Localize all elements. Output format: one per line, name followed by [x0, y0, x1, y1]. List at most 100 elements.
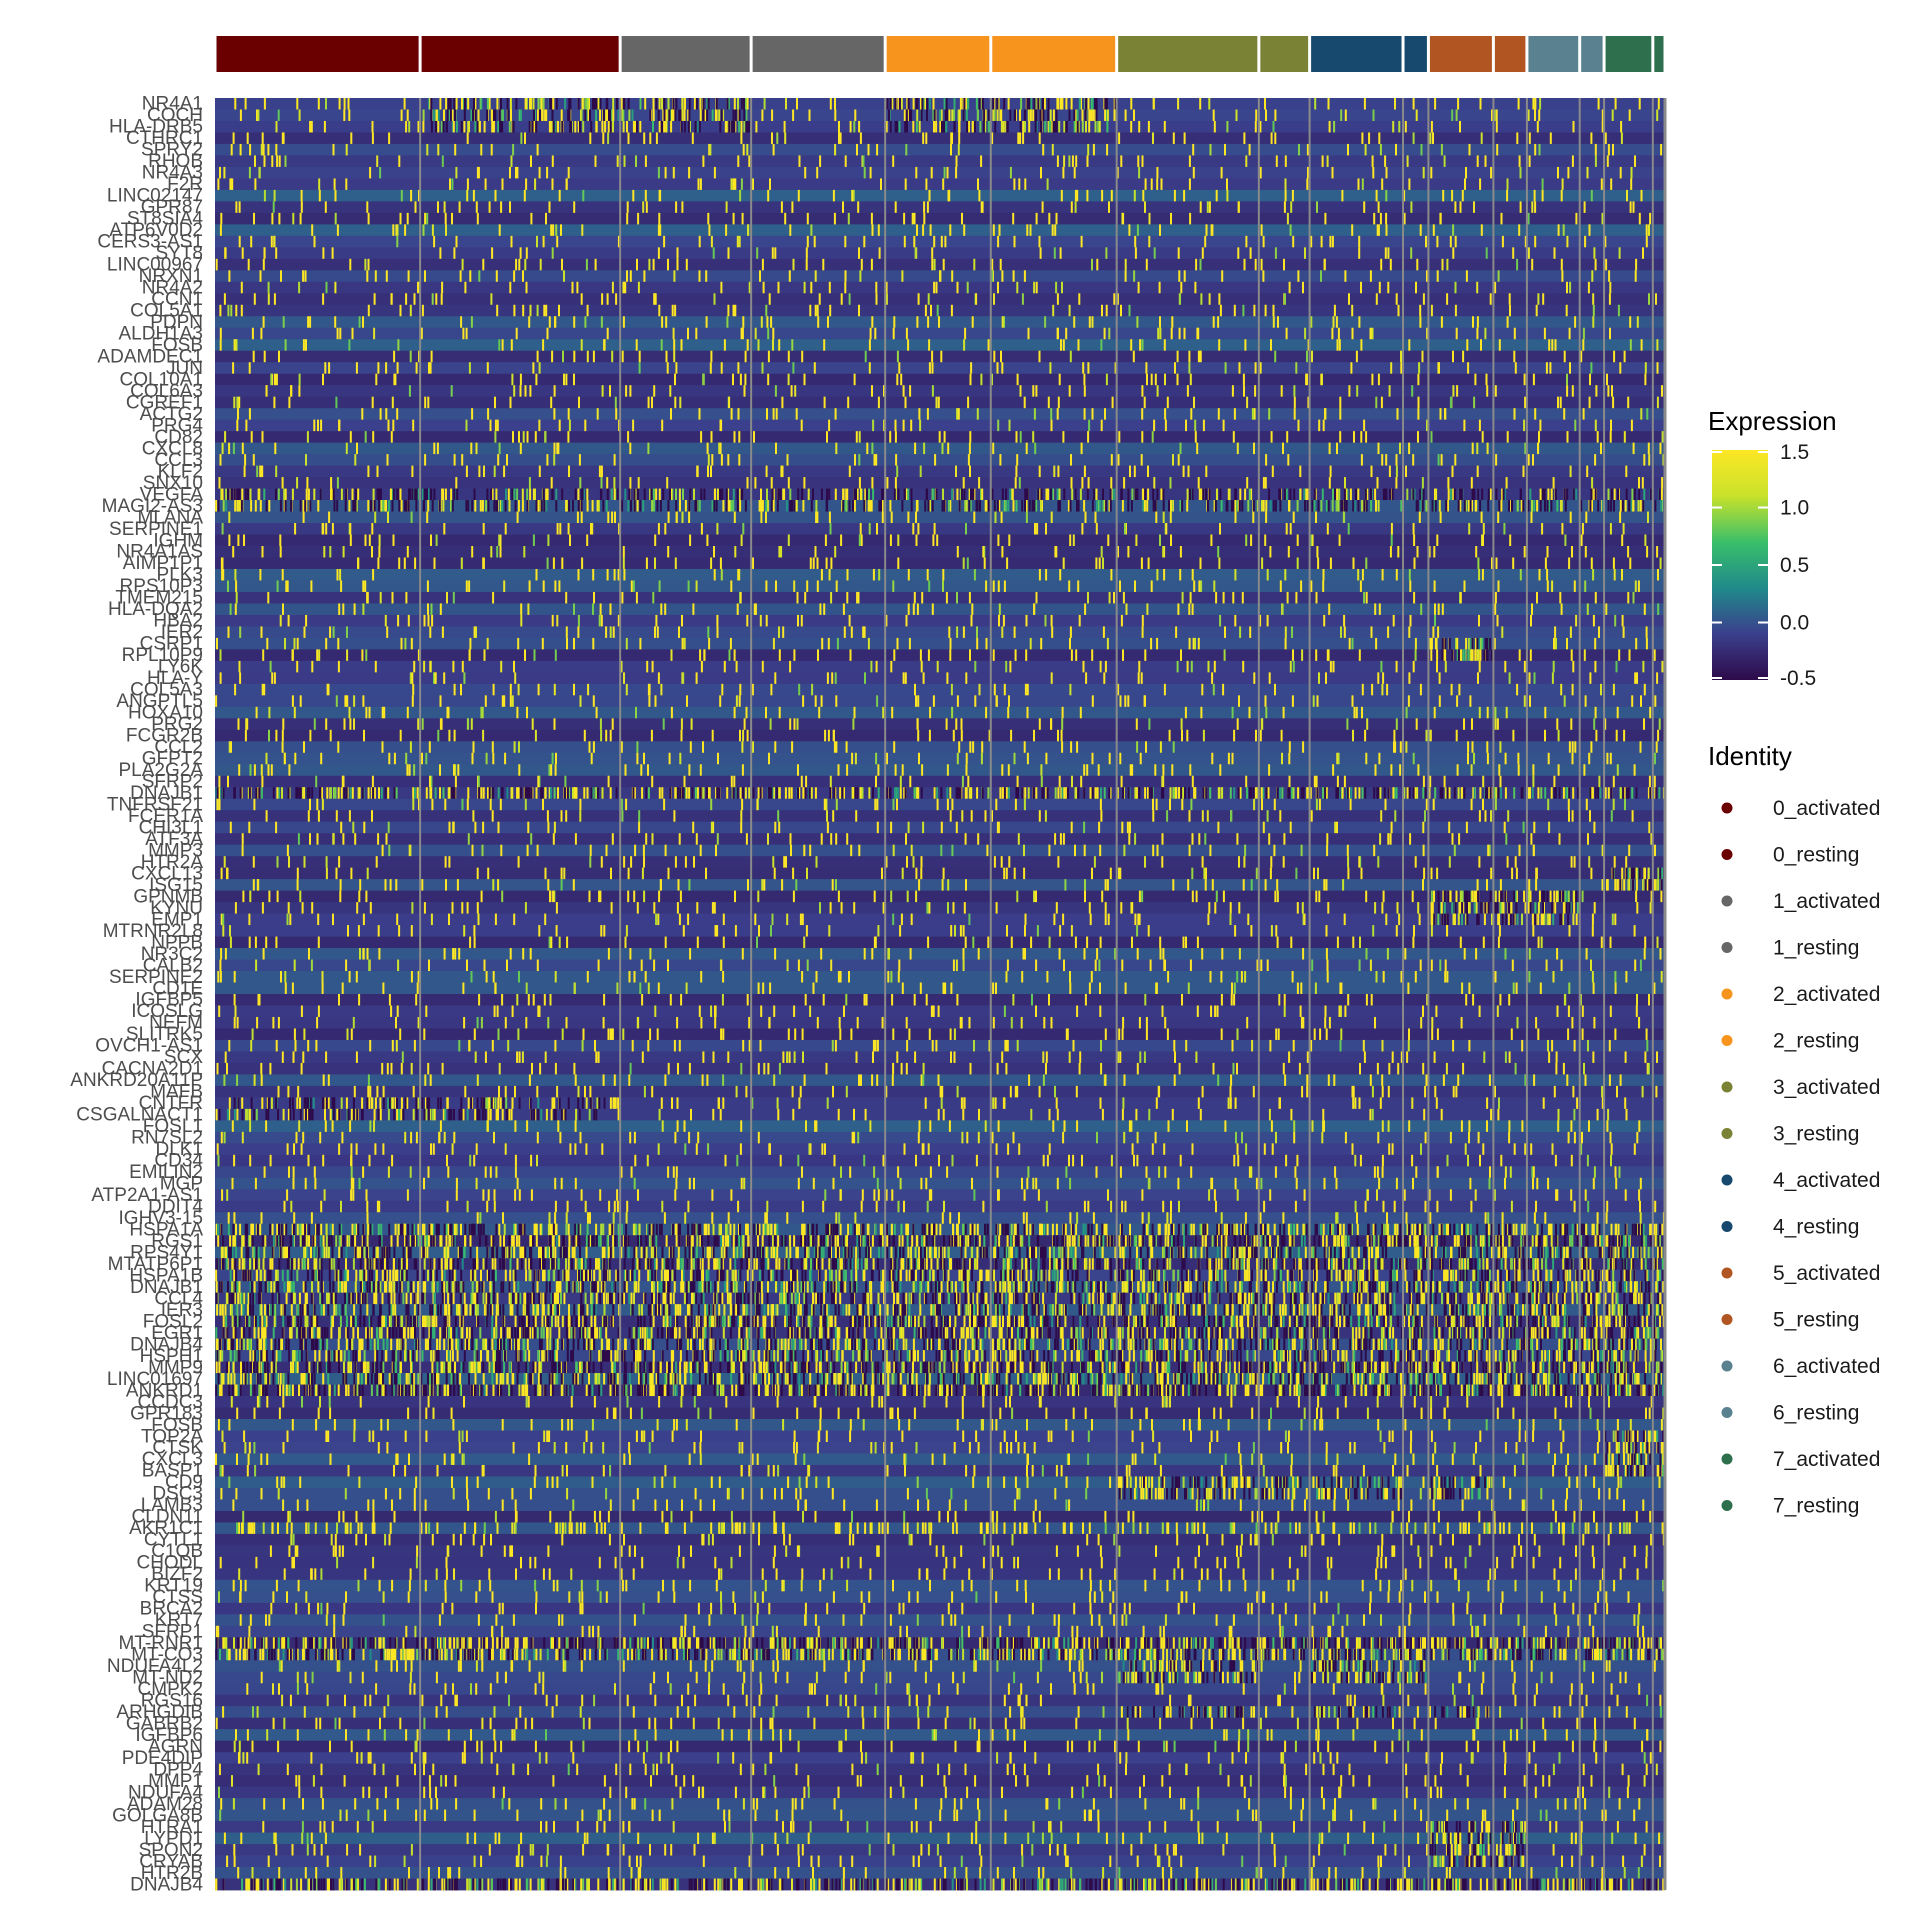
- legend-swatch: [1721, 1360, 1733, 1372]
- group-bar-7_activated: [1605, 36, 1652, 72]
- gene-label: LINC02147: [107, 186, 203, 207]
- identity-legend-item-7_activated: 7_activated: [1721, 1448, 1880, 1471]
- gene-label: FOSB: [151, 335, 203, 356]
- gene-label: CYTL1: [144, 1530, 203, 1551]
- heatmap-row-EMILIN2: [215, 1166, 1665, 1179]
- gene-label: NEFM: [149, 1013, 203, 1034]
- heatmap-row-HSPA1A: [215, 1223, 1665, 1236]
- heatmap-row-SLITRK5: [215, 1028, 1665, 1041]
- gene-label: HOXA10: [128, 703, 203, 724]
- gene-label: PLA2G2A: [119, 760, 204, 781]
- gene-label: RPS4Y1: [130, 1242, 203, 1263]
- heatmap-row-MLANA: [215, 511, 1665, 524]
- gene-label: CD82: [154, 427, 203, 448]
- gene-label: IER3: [161, 1300, 203, 1321]
- heatmap-row-ISG15: [215, 879, 1665, 892]
- gene-label: HLA-DRB5: [109, 117, 203, 138]
- heatmap-row-NR3C2: [215, 948, 1665, 960]
- gene-label: EMP1: [151, 909, 203, 930]
- gene-label: NR3C2: [141, 944, 203, 965]
- gene-label: FCER1A: [128, 806, 203, 827]
- heatmap-row-SERPINE2: [215, 971, 1665, 983]
- heatmap-row-ATP6V0D2: [215, 224, 1665, 237]
- gene-label: GFPT2: [142, 749, 203, 770]
- identity-legend-item-6_activated: 6_activated: [1721, 1355, 1880, 1378]
- identity-legend-item-3_activated: 3_activated: [1721, 1076, 1880, 1099]
- heatmap-row-BASP1: [215, 1464, 1665, 1477]
- heatmap-row-ANGPTL5: [215, 695, 1665, 708]
- heatmap-row-CRYAB: [215, 1855, 1665, 1868]
- gene-label: SNX10: [143, 473, 203, 494]
- heatmap-row-AGRN: [215, 1740, 1665, 1753]
- heatmap-row-CSGALNACT1: [215, 1108, 1665, 1121]
- gene-label: AKR1C1: [129, 1518, 203, 1539]
- heatmap-row-CALB2: [215, 959, 1665, 972]
- heatmap-row-OVCH1-AS1: [215, 1039, 1665, 1052]
- heatmap-row-NDUFA4: [215, 1786, 1665, 1799]
- heatmap-row-PRG4: [215, 419, 1665, 432]
- heatmap-row-DLK1: [215, 1143, 1665, 1156]
- legend-swatch: [1721, 1128, 1733, 1139]
- gene-label: PDE4DIP: [122, 1748, 203, 1769]
- gene-label: C1QB: [151, 1541, 203, 1562]
- identity-legend-item-4_resting: 4_resting: [1721, 1216, 1859, 1239]
- gene-label: ICOSLG: [131, 1001, 203, 1022]
- legend-swatch: [1721, 1035, 1733, 1046]
- gene-label: MT-RNR1: [119, 1633, 203, 1654]
- heatmap-row-SCX: [215, 1051, 1665, 1064]
- heatmap-row-GPR87: [215, 201, 1665, 214]
- gene-label: CCL3: [154, 450, 203, 471]
- gene-label: CCDC3: [138, 1392, 203, 1413]
- identity-legend-item-4_activated: 4_activated: [1721, 1169, 1880, 1192]
- heatmap-row-FCER1A: [215, 810, 1665, 823]
- gene-label: CHI3L1: [139, 817, 203, 838]
- expression-tick-label: 0.5: [1780, 554, 1809, 577]
- gene-label: HLA-Y: [147, 668, 203, 689]
- heatmap-row-HBA2: [215, 614, 1665, 627]
- heatmap-row-FOSL2: [215, 1315, 1665, 1328]
- legend-swatch: [1721, 1500, 1733, 1511]
- legend-swatch: [1721, 1453, 1733, 1465]
- group-bar-5_resting: [1494, 36, 1526, 72]
- heatmap-row-GPNMB: [215, 890, 1665, 903]
- expression-tick-label: 1.0: [1780, 497, 1809, 520]
- heatmap-row-KRT19: [215, 1579, 1665, 1592]
- gene-label: JUN: [166, 358, 203, 379]
- gene-label: SYT8: [155, 243, 203, 264]
- legend-label: 6_activated: [1773, 1355, 1880, 1378]
- gene-label: TNFRSF21: [107, 794, 203, 815]
- legend-label: 3_resting: [1773, 1123, 1859, 1146]
- gene-label: NR4A1AS: [116, 542, 203, 563]
- gene-label: HSPA1B: [129, 1265, 203, 1286]
- heatmap-row-RGS16: [215, 1694, 1665, 1707]
- group-color-bar: [216, 36, 1664, 72]
- gene-label: NR4A3: [142, 163, 203, 184]
- group-bar-3_activated: [1118, 36, 1258, 72]
- identity-legend-item-5_resting: 5_resting: [1721, 1309, 1859, 1332]
- gene-label: CGREF1: [126, 392, 203, 413]
- identity-legend-item-6_resting: 6_resting: [1721, 1402, 1859, 1425]
- gene-label: DNAJB4: [130, 1334, 203, 1355]
- gene-label: CCN1: [151, 289, 203, 310]
- heatmap-row-ST8SIA4: [215, 212, 1665, 225]
- gene-label: DDIT4: [148, 1197, 203, 1218]
- heatmap-row-CXCL8: [215, 442, 1665, 455]
- heatmap-row-BIZF2: [215, 1568, 1665, 1581]
- gene-label: HSPH1: [140, 1346, 203, 1367]
- heatmap-row-NEFM: [215, 1016, 1665, 1029]
- heatmap-row-ANKRD20A11P: [215, 1074, 1665, 1087]
- heatmap-row-HTR2B: [215, 1867, 1665, 1879]
- expression-tick-label: 1.5: [1780, 441, 1809, 464]
- identity-legend-item-1_activated: 1_activated: [1721, 890, 1880, 913]
- heatmap-row-EMP1: [215, 913, 1665, 926]
- identity-legend: Identity 0_activated 0_resting 1_activated…: [1708, 741, 1880, 1518]
- heatmap-row-CERS3-AS1: [215, 235, 1665, 248]
- gene-label: RPL10P9: [122, 645, 203, 666]
- gene-label: HSPA1A: [129, 1219, 203, 1240]
- gene-label: HLA-DQA2: [108, 599, 203, 620]
- legend-swatch: [1721, 1221, 1733, 1232]
- gene-label: IGFBP5: [135, 990, 203, 1011]
- heatmap-row-PDPN: [215, 316, 1665, 329]
- heatmap-row-IER2: [215, 626, 1665, 639]
